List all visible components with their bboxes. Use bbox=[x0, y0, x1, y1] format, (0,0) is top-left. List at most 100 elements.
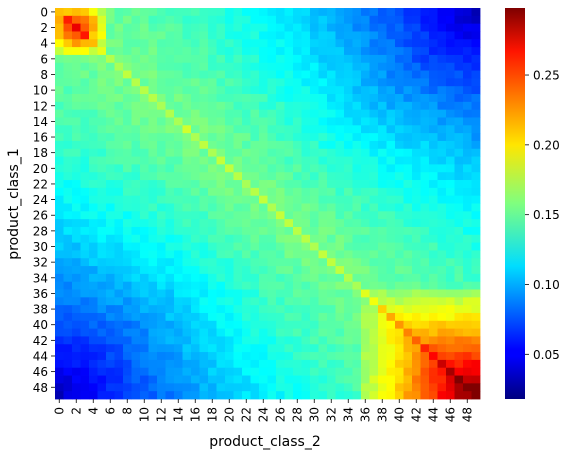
heatmap-cell bbox=[174, 391, 183, 400]
heatmap-cell bbox=[463, 180, 472, 189]
heatmap-cell bbox=[225, 258, 234, 267]
heatmap-cell bbox=[437, 156, 447, 165]
heatmap-cell bbox=[199, 203, 209, 212]
heatmap-cell bbox=[327, 281, 336, 290]
heatmap-cell bbox=[140, 195, 149, 204]
heatmap-cell bbox=[114, 133, 124, 142]
heatmap-cell bbox=[412, 172, 421, 181]
heatmap-cell bbox=[131, 140, 141, 150]
heatmap-cell bbox=[80, 39, 90, 48]
heatmap-cell bbox=[165, 195, 175, 204]
heatmap-cell bbox=[403, 133, 413, 142]
heatmap-cell bbox=[233, 31, 243, 40]
heatmap-cell bbox=[242, 180, 251, 189]
heatmap-cell bbox=[437, 312, 447, 322]
heatmap-cell bbox=[140, 39, 149, 48]
heatmap-cell bbox=[276, 203, 285, 212]
heatmap-cell bbox=[259, 140, 268, 150]
heatmap-cell bbox=[403, 148, 413, 157]
heatmap-cell bbox=[276, 312, 285, 322]
heatmap-cell bbox=[344, 62, 353, 71]
heatmap-cell bbox=[182, 187, 192, 197]
heatmap-cell bbox=[318, 8, 328, 17]
heatmap-cell bbox=[395, 180, 404, 189]
heatmap-cell bbox=[157, 359, 166, 369]
heatmap-cell bbox=[378, 109, 387, 118]
heatmap-cell bbox=[454, 62, 464, 71]
heatmap-cell bbox=[437, 140, 447, 150]
heatmap-cell bbox=[131, 391, 141, 400]
heatmap-cell bbox=[259, 148, 268, 157]
heatmap-cell bbox=[174, 94, 183, 103]
heatmap-cell bbox=[165, 297, 175, 306]
heatmap-cell bbox=[131, 367, 141, 376]
heatmap-cell bbox=[318, 242, 328, 251]
heatmap-cell bbox=[378, 164, 387, 173]
heatmap-cell bbox=[471, 219, 481, 228]
heatmap-cell bbox=[471, 133, 481, 142]
heatmap-cell bbox=[123, 250, 132, 259]
heatmap-cell bbox=[446, 226, 455, 236]
heatmap-cell bbox=[157, 336, 166, 345]
heatmap-cell bbox=[293, 359, 302, 369]
heatmap-cells bbox=[55, 8, 481, 400]
heatmap-cell bbox=[310, 109, 319, 118]
heatmap-cell bbox=[72, 367, 81, 376]
heatmap-cell bbox=[131, 148, 141, 157]
heatmap-cell bbox=[63, 367, 73, 376]
heatmap-cell bbox=[327, 352, 336, 361]
heatmap-cell bbox=[216, 70, 226, 79]
heatmap-cell bbox=[267, 320, 277, 330]
heatmap-cell bbox=[318, 336, 328, 345]
heatmap-cell bbox=[165, 47, 175, 56]
heatmap-cell bbox=[182, 336, 192, 345]
heatmap-cell bbox=[369, 281, 379, 290]
heatmap-cell bbox=[471, 328, 481, 337]
heatmap-cell bbox=[420, 172, 430, 181]
heatmap-cell bbox=[242, 47, 251, 56]
heatmap-cell bbox=[208, 344, 217, 353]
heatmap-cell bbox=[352, 86, 362, 95]
x-tick-label: 24 bbox=[256, 407, 270, 422]
heatmap-cell bbox=[80, 375, 90, 384]
heatmap-cell bbox=[327, 164, 336, 173]
heatmap-cell bbox=[114, 344, 124, 353]
heatmap-cell bbox=[55, 219, 64, 228]
heatmap-cell bbox=[89, 297, 98, 306]
heatmap-cell bbox=[412, 133, 421, 142]
heatmap-cell bbox=[199, 328, 209, 337]
y-tick-label: 36 bbox=[33, 287, 48, 301]
heatmap-cell bbox=[148, 312, 158, 322]
heatmap-cell bbox=[114, 328, 124, 337]
heatmap-cell bbox=[267, 15, 277, 25]
heatmap-cell bbox=[463, 375, 472, 384]
heatmap-cell bbox=[216, 180, 226, 189]
heatmap-cell bbox=[63, 23, 73, 32]
heatmap-cell bbox=[293, 320, 302, 330]
heatmap-cell bbox=[106, 250, 115, 259]
heatmap-cell bbox=[369, 328, 379, 337]
heatmap-cell bbox=[259, 47, 268, 56]
heatmap-cell bbox=[471, 305, 481, 314]
heatmap-cell bbox=[471, 148, 481, 157]
heatmap-cell bbox=[72, 78, 81, 87]
heatmap-cell bbox=[420, 15, 430, 25]
heatmap-cell bbox=[72, 62, 81, 71]
heatmap-cell bbox=[123, 172, 132, 181]
heatmap-cell bbox=[318, 164, 328, 173]
heatmap-cell bbox=[471, 180, 481, 189]
heatmap-cell bbox=[191, 211, 200, 220]
heatmap-cell bbox=[216, 320, 226, 330]
heatmap-cell bbox=[259, 226, 268, 236]
heatmap-cell bbox=[446, 117, 455, 126]
heatmap-cell bbox=[276, 289, 285, 298]
heatmap-cell bbox=[395, 234, 404, 243]
heatmap-cell bbox=[242, 164, 251, 173]
heatmap-cell bbox=[412, 86, 421, 95]
heatmap-cell bbox=[361, 31, 370, 40]
heatmap-cell bbox=[140, 164, 149, 173]
heatmap-cell bbox=[344, 156, 353, 165]
heatmap-cell bbox=[191, 242, 200, 251]
heatmap-cell bbox=[72, 8, 81, 17]
heatmap-cell bbox=[267, 219, 277, 228]
